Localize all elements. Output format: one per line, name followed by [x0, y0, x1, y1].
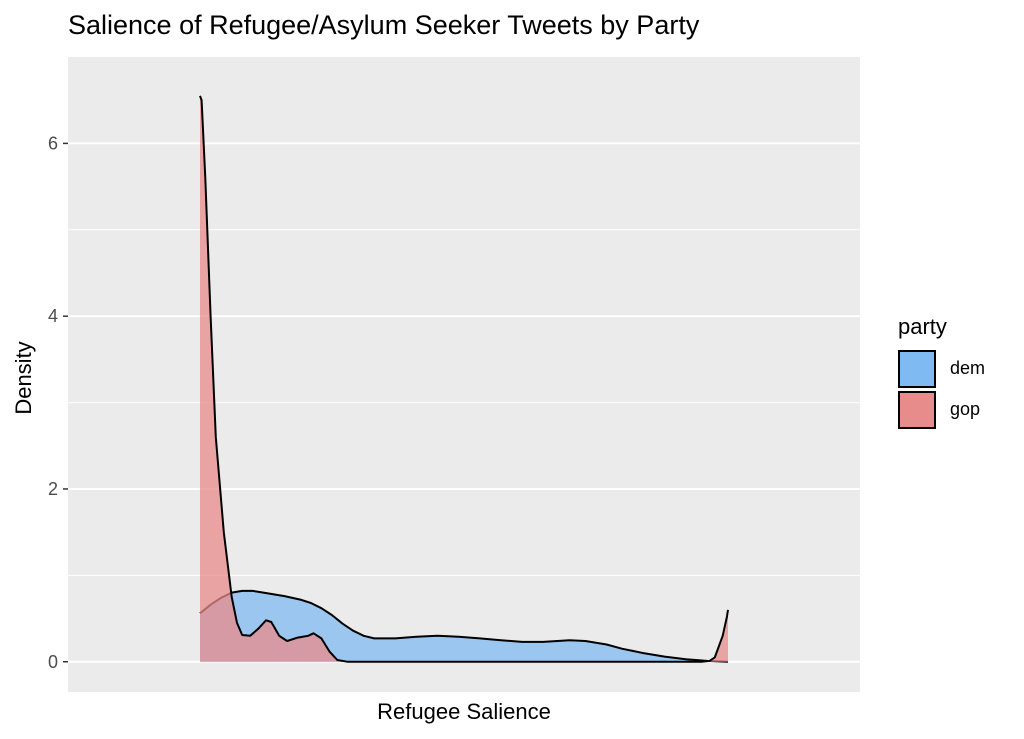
density-areas	[199, 95, 729, 663]
y-axis: 0 2 4 6	[48, 133, 68, 672]
legend: party dem gop	[898, 314, 985, 430]
legend-key-dem	[898, 349, 936, 388]
y-tick-label: 6	[48, 133, 58, 153]
y-axis-label: Density	[11, 341, 36, 415]
legend-title: party	[898, 314, 947, 339]
y-tick-label: 2	[48, 479, 58, 499]
density-line-dem	[199, 589, 729, 663]
density-area-dem	[200, 590, 728, 662]
legend-key-gop	[898, 390, 936, 429]
chart-title: Salience of Refugee/Asylum Seeker Tweets…	[68, 10, 700, 40]
density-line-gop	[199, 95, 729, 663]
legend-item-dem: dem	[898, 348, 985, 389]
x-axis-label: Refugee Salience	[377, 699, 551, 724]
legend-label-dem: dem	[950, 358, 986, 378]
y-tick-label: 0	[48, 652, 58, 672]
legend-item-gop: gop	[898, 389, 985, 430]
y-tick-label: 4	[48, 306, 58, 326]
plot-panel	[68, 57, 860, 692]
legend-label-gop: gop	[950, 399, 981, 419]
